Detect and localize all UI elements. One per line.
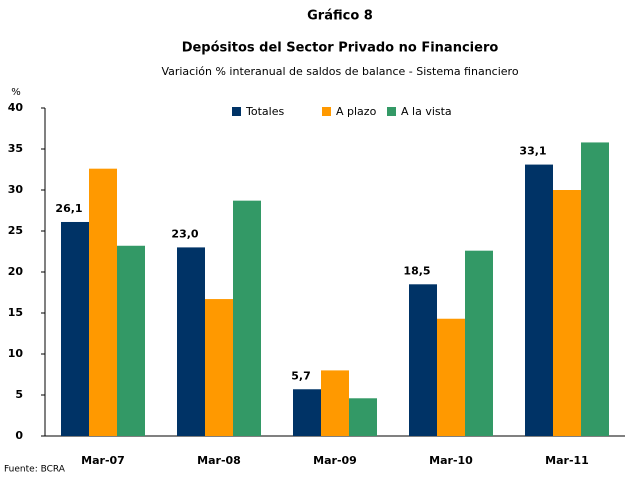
y-axis-label: %	[11, 87, 21, 98]
bar	[61, 221, 89, 436]
y-tick-label: 40	[8, 101, 24, 114]
bar	[465, 250, 493, 436]
x-tick-label: Mar-07	[81, 454, 125, 467]
y-tick-label: 10	[8, 347, 24, 360]
chart-subtitle: Depósitos del Sector Privado no Financie…	[182, 41, 499, 56]
bar	[437, 318, 465, 436]
legend-swatch	[232, 107, 241, 116]
data-label: 26,1	[55, 202, 82, 215]
bar	[581, 142, 609, 436]
y-tick-label: 25	[8, 224, 23, 237]
y-tick-label: 20	[8, 265, 24, 278]
data-label: 5,7	[291, 369, 311, 382]
legend-swatch	[322, 107, 331, 116]
bar	[177, 247, 205, 436]
bar	[293, 389, 321, 436]
y-tick-label: 15	[8, 306, 23, 319]
bar	[553, 190, 581, 436]
y-tick-label: 5	[15, 388, 23, 401]
bar	[233, 200, 261, 436]
x-tick-label: Mar-09	[313, 454, 357, 467]
chart-description: Variación % interanual de saldos de bala…	[161, 65, 518, 78]
legend-label: A plazo	[336, 105, 377, 118]
bar	[409, 284, 437, 436]
x-tick-label: Mar-11	[545, 454, 589, 467]
bar	[525, 164, 553, 436]
source: Fuente: BCRA	[4, 465, 66, 475]
chart-title: Gráfico 8	[307, 9, 373, 24]
data-label: 33,1	[519, 145, 546, 158]
x-tick-label: Mar-10	[429, 454, 473, 467]
y-tick-label: 35	[8, 142, 23, 155]
bar	[205, 299, 233, 436]
legend-swatch	[387, 107, 396, 116]
legend-label: A la vista	[401, 105, 452, 118]
x-tick-label: Mar-08	[197, 454, 241, 467]
bar	[117, 245, 145, 436]
bar	[321, 370, 349, 436]
data-label: 18,5	[403, 264, 430, 277]
y-tick-label: 30	[8, 183, 24, 196]
data-label: 23,0	[171, 227, 198, 240]
bar	[349, 398, 377, 436]
legend-label: Totales	[245, 105, 284, 118]
y-tick-label: 0	[15, 429, 23, 442]
bar	[89, 168, 117, 436]
